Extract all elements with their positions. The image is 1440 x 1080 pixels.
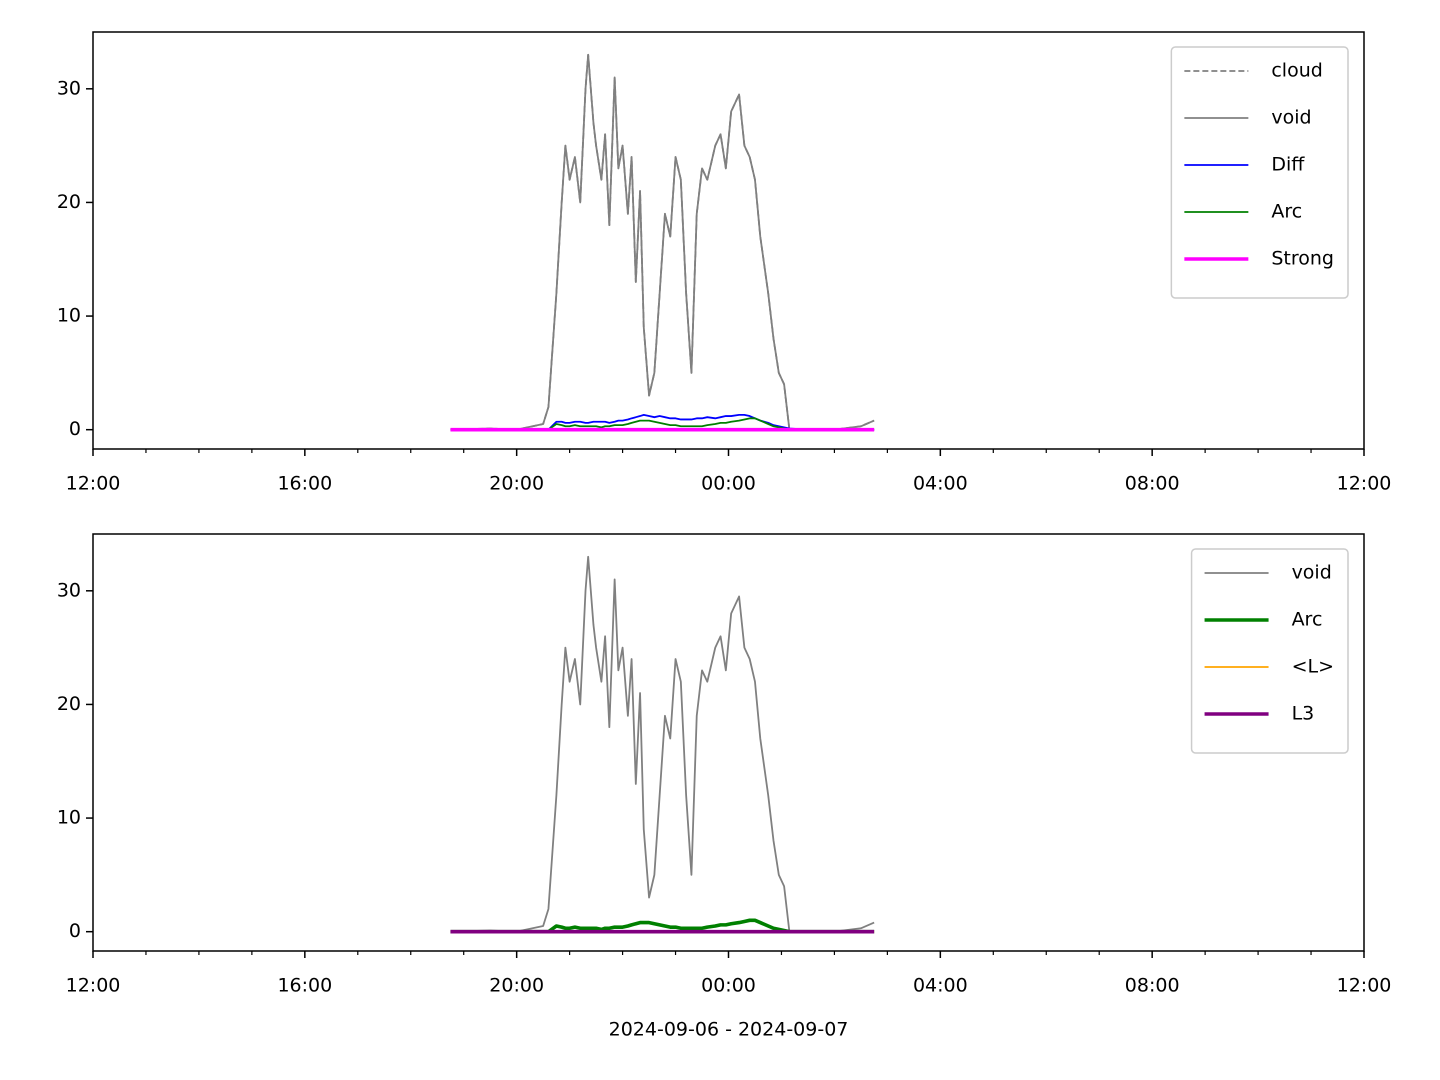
x-tick-label: 20:00 <box>489 975 544 997</box>
y-tick-label: 10 <box>57 807 81 829</box>
legend-label: void <box>1292 562 1332 584</box>
y-tick-label: 0 <box>69 920 81 942</box>
y-tick-label: 10 <box>57 305 81 327</box>
legend-label: cloud <box>1271 60 1322 82</box>
x-tick-label: 12:00 <box>1337 975 1392 997</box>
y-tick-label: 30 <box>57 579 81 601</box>
x-tick-label: 12:00 <box>1337 473 1392 495</box>
legend-label: void <box>1271 107 1311 129</box>
series-line <box>450 53 875 431</box>
x-tick-label: 04:00 <box>913 473 968 495</box>
series-line <box>450 918 875 934</box>
legend-label: Arc <box>1271 201 1302 223</box>
series-line <box>450 555 875 933</box>
y-tick-label: 0 <box>69 418 81 440</box>
legend-label: Strong <box>1271 248 1334 270</box>
x-tick-label: 12:00 <box>66 473 121 495</box>
x-tick-label: 04:00 <box>913 975 968 997</box>
x-tick-label: 08:00 <box>1125 473 1180 495</box>
x-tick-label: 00:00 <box>701 975 756 997</box>
x-tick-label: 12:00 <box>66 975 121 997</box>
x-tick-label: 20:00 <box>489 473 544 495</box>
plot-frame <box>92 31 1365 450</box>
legend-label: Arc <box>1292 609 1323 631</box>
legend-label: <L> <box>1292 656 1334 678</box>
x-tick-label: 00:00 <box>701 473 756 495</box>
series-line <box>450 414 875 431</box>
legend-box <box>1190 548 1349 754</box>
x-tick-label: 16:00 <box>277 975 332 997</box>
plot-frame <box>92 533 1365 952</box>
legend-label: L3 <box>1292 703 1315 725</box>
x-axis-label: 2024-09-06 - 2024-09-07 <box>609 1019 849 1041</box>
series-line <box>450 417 875 431</box>
legend-label: Diff <box>1271 154 1305 176</box>
legend: void Arc <L> L3 <box>1190 548 1349 754</box>
legend: cloud void Diff Arc Strong <box>1170 46 1349 299</box>
x-tick-label: 08:00 <box>1125 975 1180 997</box>
y-tick-label: 30 <box>57 77 81 99</box>
x-tick-label: 16:00 <box>277 473 332 495</box>
legend-box <box>1170 46 1349 299</box>
y-tick-label: 20 <box>57 191 81 213</box>
y-tick-label: 20 <box>57 693 81 715</box>
